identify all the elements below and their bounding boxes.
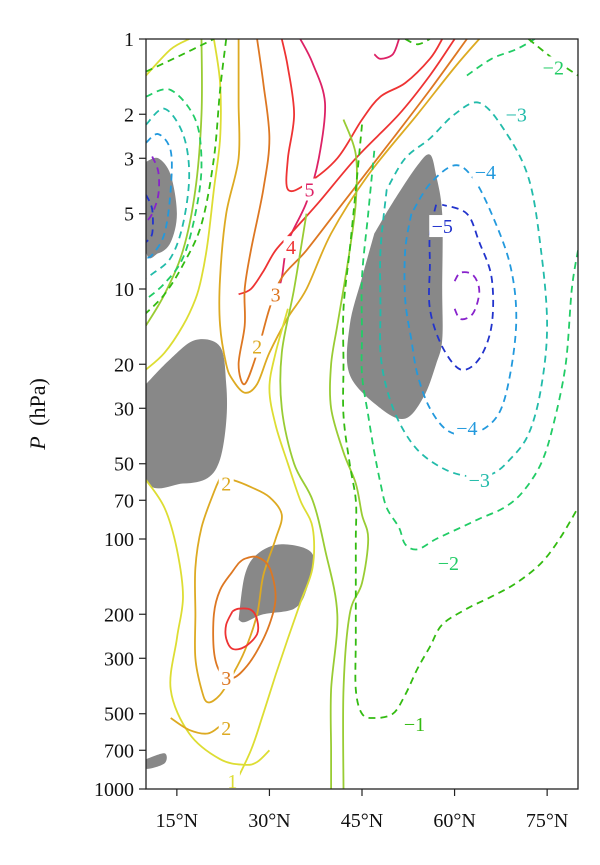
- contour-line: [404, 39, 431, 46]
- y-axis-variable: P: [25, 436, 50, 450]
- shaded-region: [346, 154, 443, 420]
- y-tick-label: 500: [104, 704, 134, 726]
- contour-line: [403, 164, 518, 437]
- contour-line: [231, 308, 316, 789]
- contour-line: [146, 107, 191, 279]
- contour-label-bg: [302, 178, 318, 201]
- y-tick-label: 1: [124, 29, 134, 51]
- contour-line: [466, 39, 536, 77]
- contour-line: [329, 119, 370, 789]
- contour-label: −4: [475, 162, 496, 184]
- contour-line: [146, 133, 173, 259]
- contour-line: [146, 39, 190, 77]
- contour-label-bg: [540, 56, 567, 79]
- contour-label: −1: [404, 714, 425, 736]
- contour-line: [170, 717, 221, 735]
- contour-line: [218, 39, 480, 394]
- y-tick-label: 300: [104, 648, 134, 670]
- contour-line: [224, 607, 260, 651]
- x-tick-label: 45°N: [341, 810, 383, 832]
- plot-area: 5 4 3 2 2 3 2 1 −1 −2 −3 −4 −5 −4 −3 −2: [146, 39, 578, 793]
- x-tick-label: 60°N: [433, 810, 475, 832]
- contour-line: [280, 39, 443, 193]
- contour-label: −4: [456, 418, 477, 440]
- contour-label-bg: [401, 713, 428, 736]
- contour-label: 5: [305, 180, 315, 202]
- contour-label-bg: [268, 283, 284, 306]
- contour-label: 1: [227, 771, 237, 793]
- contour-label: −5: [432, 216, 453, 238]
- y-tick-label: 70: [114, 490, 134, 512]
- contour-label: 2: [221, 474, 231, 496]
- contour-label: −3: [469, 470, 490, 492]
- contour-line: [379, 101, 549, 478]
- y-tick-label: 1000: [94, 779, 134, 801]
- y-axis-unit: (hPa): [25, 378, 50, 426]
- contour-line: [360, 150, 578, 551]
- contour-label-bg: [218, 667, 234, 690]
- contour-line: [342, 124, 578, 719]
- y-tick-label: 700: [104, 740, 134, 762]
- contour-line: [146, 39, 228, 314]
- contour-line: [453, 271, 481, 321]
- y-tick-label: 100: [104, 529, 134, 551]
- contour-label-bg: [429, 215, 456, 238]
- contour-line: [146, 39, 222, 371]
- contour-line: [237, 39, 468, 386]
- shaded-region: [146, 157, 177, 259]
- contour-label-bg: [249, 335, 265, 358]
- y-tick-label: 10: [114, 279, 134, 301]
- shaded-region: [146, 753, 167, 769]
- y-tick-label: 3: [124, 148, 134, 170]
- y-tick-label: 200: [104, 604, 134, 626]
- contour-label-bg: [453, 417, 480, 440]
- contour-line: [146, 156, 161, 223]
- contour-line: [146, 194, 154, 243]
- shaded-region: [146, 339, 228, 489]
- contour-label-bg: [435, 552, 462, 575]
- contour-line: [146, 479, 271, 766]
- y-tick-label: 5: [124, 204, 134, 226]
- x-axis: 15°N 30°N 45°N 60°N 75°N: [156, 789, 568, 832]
- contour-label-bg: [218, 716, 234, 739]
- contour-label: 2: [221, 718, 231, 740]
- y-tick-label: 50: [114, 454, 134, 476]
- contour-label: −2: [543, 57, 564, 79]
- contour-label: 2: [252, 337, 262, 359]
- y-tick-label: 30: [114, 398, 134, 420]
- contour-label-bg: [218, 472, 234, 495]
- contour-line: [146, 88, 203, 300]
- contour-line: [428, 203, 495, 371]
- contour-label-bg: [283, 236, 299, 259]
- contour-label: 4: [286, 237, 296, 259]
- contour-label: −3: [506, 104, 527, 126]
- contour-label: −2: [438, 553, 459, 575]
- x-tick-label: 30°N: [248, 810, 290, 832]
- contour-line: [528, 39, 578, 77]
- contour-line: [146, 39, 215, 73]
- y-tick-label: 2: [124, 104, 134, 126]
- shaded-region: [238, 544, 314, 623]
- y-axis: 1 2 3 5 10 20 30 50 70 100 200 300 500 700 1000: [94, 29, 146, 801]
- contour-label: 3: [271, 284, 281, 306]
- contour-label-bg: [472, 160, 499, 183]
- x-tick-label: 75°N: [526, 810, 568, 832]
- contour-label-bg: [503, 103, 530, 126]
- y-tick-label: 20: [114, 354, 134, 376]
- contour-label: 3: [221, 668, 231, 690]
- y-axis-title: P (hPa): [25, 378, 50, 451]
- x-tick-label: 15°N: [156, 810, 198, 832]
- contour-line: [212, 555, 277, 680]
- contour-label-bg: [466, 468, 493, 491]
- contour-line: [279, 213, 339, 789]
- contour-label-bg: [224, 770, 240, 789]
- contour-line: [373, 39, 400, 60]
- contour-line: [274, 39, 327, 300]
